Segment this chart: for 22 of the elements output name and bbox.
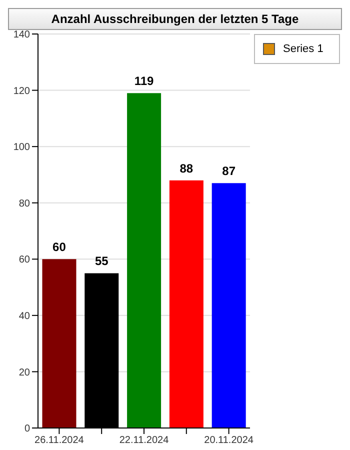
y-tick-label: 140 <box>13 30 30 41</box>
bar <box>169 180 204 428</box>
data-label: 60 <box>52 240 66 254</box>
data-label: 87 <box>222 164 236 178</box>
x-tick-label: 22.11.2024 <box>119 435 170 446</box>
y-tick-label: 40 <box>18 310 30 322</box>
y-tick-label: 100 <box>13 142 30 154</box>
y-tick-label: 60 <box>18 254 30 266</box>
chart-title: Anzahl Ausschreibungen der letzten 5 Tage <box>8 8 342 30</box>
text: Series 1 <box>283 43 324 55</box>
x-tick-label: 20.11.2024 <box>204 435 254 446</box>
data-label: 88 <box>180 161 194 176</box>
data-label: 55 <box>94 254 109 268</box>
x-tick-label: 26.11.2024 <box>34 435 84 446</box>
bar <box>127 93 162 428</box>
data-label: 119 <box>134 74 154 88</box>
y-tick-label: 80 <box>18 198 30 210</box>
bar <box>212 183 246 428</box>
y-tick-label: 20 <box>18 367 30 378</box>
y-tick-label: 0 <box>24 424 30 435</box>
bar <box>42 259 76 428</box>
y-tick-label: 120 <box>13 86 30 97</box>
